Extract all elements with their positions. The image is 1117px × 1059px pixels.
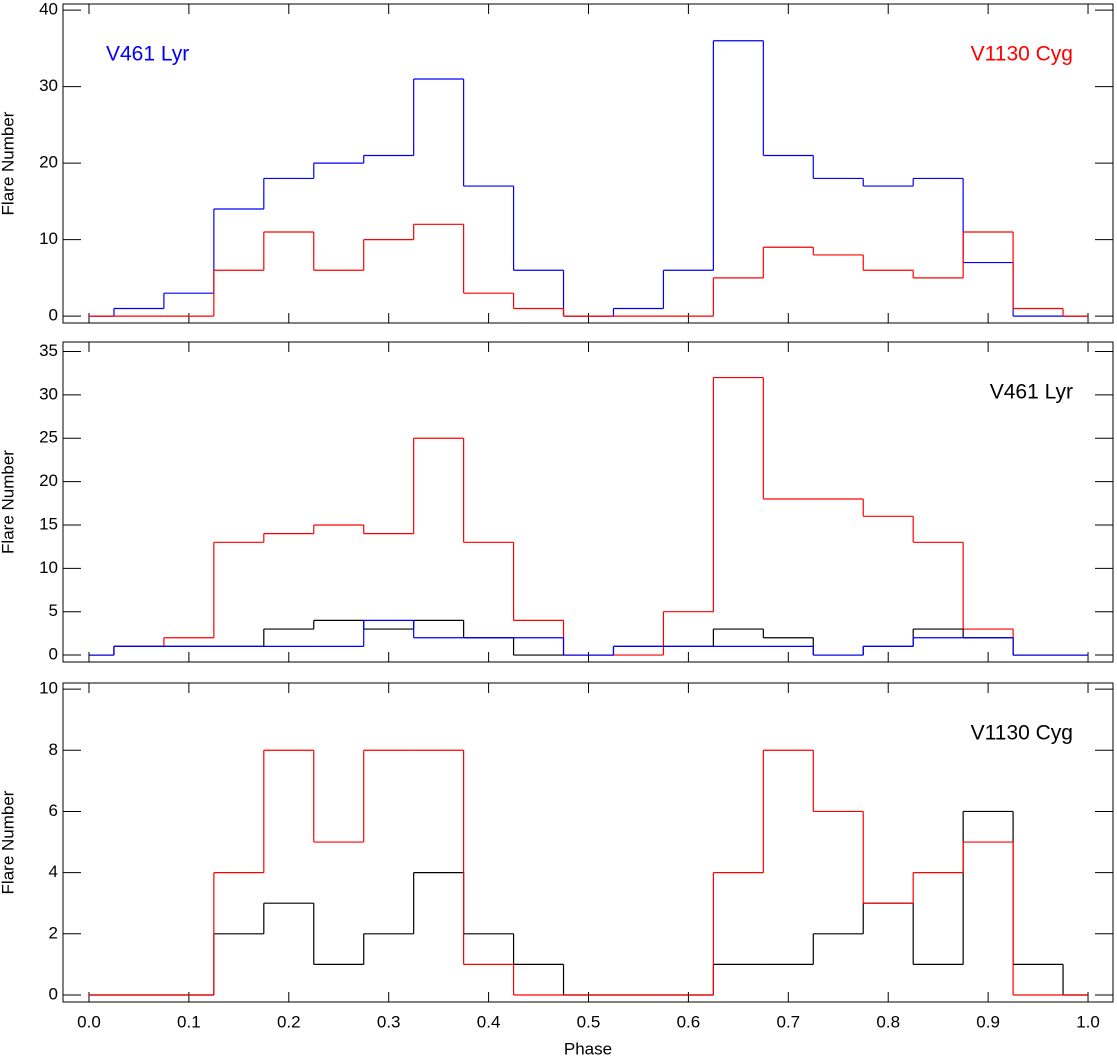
x-tick-label: 0.6	[677, 1012, 701, 1031]
plot-frame	[62, 682, 1114, 1003]
y-tick-label: 35	[39, 341, 58, 360]
y-axis-label: Flare Number	[0, 111, 17, 215]
y-tick-label: 0	[49, 306, 58, 325]
annotation: V461 Lyr	[990, 381, 1073, 404]
y-tick-label: 5	[49, 601, 58, 620]
x-tick-label: 0.5	[577, 1012, 601, 1031]
y-tick-label: 25	[39, 428, 58, 447]
x-tick-label: 1.0	[1076, 1012, 1100, 1031]
y-tick-label: 0	[49, 984, 58, 1003]
y-tick-label: 10	[39, 229, 58, 248]
y-tick-label: 0	[49, 645, 58, 664]
y-tick-label: 2	[49, 923, 58, 942]
y-tick-label: 10	[39, 679, 58, 698]
y-tick-label: 20	[39, 471, 58, 490]
x-tick-label: 0.1	[177, 1012, 201, 1031]
y-tick-label: 4	[49, 862, 58, 881]
y-axis-label: Flare Number	[0, 450, 17, 554]
y-tick-label: 20	[39, 153, 58, 172]
y-tick-label: 30	[39, 384, 58, 403]
y-tick-label: 40	[39, 0, 58, 19]
x-tick-label: 0.7	[776, 1012, 800, 1031]
y-tick-label: 8	[49, 740, 58, 759]
x-tick-label: 0.3	[377, 1012, 401, 1031]
x-axis-label: Phase	[564, 1039, 612, 1058]
y-tick-label: 15	[39, 514, 58, 533]
annotation: V1130 Cyg	[971, 43, 1073, 66]
x-tick-label: 0.2	[277, 1012, 301, 1031]
y-tick-label: 10	[39, 558, 58, 577]
y-axis-label: Flare Number	[0, 790, 17, 894]
x-tick-label: 0.4	[477, 1012, 501, 1031]
y-tick-label: 6	[49, 801, 58, 820]
plot-frame	[62, 341, 1114, 663]
annotation: V1130 Cyg	[971, 722, 1073, 745]
plot-frame	[62, 3, 1114, 324]
x-tick-label: 0.8	[876, 1012, 900, 1031]
x-tick-label: 0.0	[77, 1012, 101, 1031]
y-tick-label: 30	[39, 76, 58, 95]
annotation: V461 Lyr	[106, 43, 189, 66]
x-tick-label: 0.9	[976, 1012, 1000, 1031]
